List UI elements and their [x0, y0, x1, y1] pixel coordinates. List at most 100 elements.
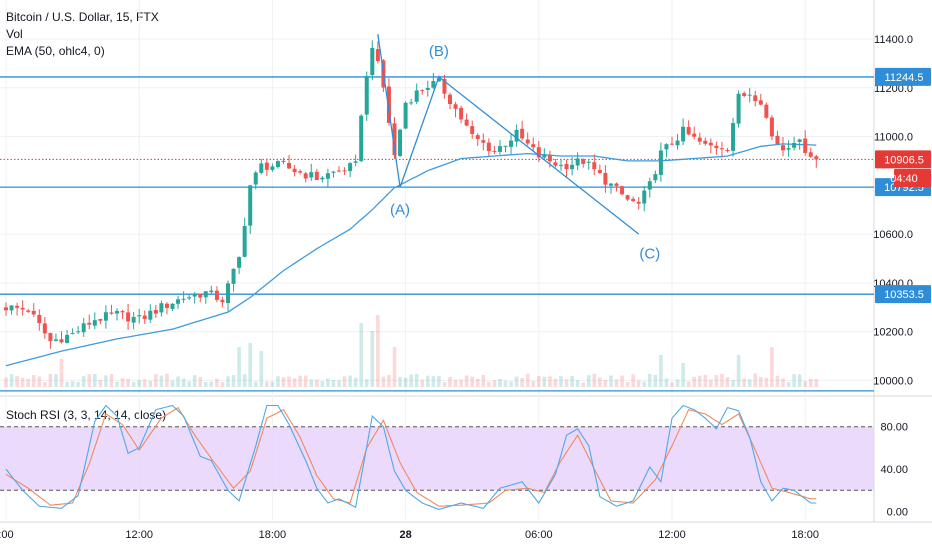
candle-body: [159, 303, 164, 313]
price-tick-label: 11400.0: [874, 34, 913, 46]
candle: [536, 140, 541, 162]
wave-label: (B): [429, 43, 449, 60]
candle-body: [192, 294, 197, 297]
candle-body: [620, 186, 625, 195]
candle-body: [386, 86, 391, 123]
candle-body: [309, 172, 314, 178]
abc-pattern-drawing[interactable]: (A) (B) (C): [377, 34, 660, 262]
candle: [192, 291, 197, 304]
candle: [564, 159, 569, 178]
volume-bar: [753, 373, 758, 387]
symbol-title[interactable]: Bitcoin / U.S. Dollar, 15, FTX: [6, 10, 159, 24]
volume-bar: [65, 381, 69, 387]
candles: [4, 40, 819, 349]
candle: [708, 138, 713, 154]
candle: [353, 154, 358, 167]
candle: [542, 148, 547, 160]
candle-body: [731, 123, 736, 151]
volume-bar: [670, 382, 674, 387]
candle: [98, 318, 103, 325]
volume-bar: [292, 378, 297, 387]
volume-bar: [392, 347, 397, 387]
candle-body: [703, 140, 708, 144]
candle-body: [153, 309, 158, 314]
candle: [248, 184, 253, 234]
candle-body: [31, 310, 36, 315]
candle: [242, 217, 247, 258]
candle: [475, 133, 480, 146]
candle: [131, 311, 136, 330]
horizontal-levels[interactable]: [0, 76, 874, 392]
candle-body: [614, 183, 619, 186]
candle-body: [509, 140, 514, 147]
volume-bar: [770, 347, 774, 387]
candle-body: [542, 155, 547, 158]
candle-body: [109, 312, 114, 314]
candle-body: [398, 129, 403, 156]
candle: [226, 280, 230, 312]
candle: [703, 137, 708, 146]
candle-body: [586, 161, 591, 163]
candle-body: [647, 181, 652, 190]
candle: [20, 300, 25, 316]
volume-bar: [376, 315, 380, 387]
candle-body: [547, 155, 552, 162]
candle-body: [470, 126, 475, 134]
candle: [198, 293, 203, 303]
candle-body: [503, 145, 508, 147]
volume-bar: [459, 379, 463, 387]
candle: [681, 118, 686, 146]
volume-bar: [592, 373, 597, 387]
candle: [486, 138, 491, 157]
candle-body: [475, 135, 480, 140]
candle: [87, 314, 92, 330]
candle-body: [314, 171, 319, 181]
candle-body: [714, 145, 719, 149]
candle: [442, 74, 447, 99]
candle: [509, 133, 514, 155]
volume-bar: [525, 373, 530, 387]
candle-body: [675, 140, 680, 146]
candle: [414, 83, 419, 105]
ema-indicator-label[interactable]: EMA (50, ohlc4, 0): [6, 44, 105, 58]
volume-bar: [703, 374, 708, 387]
ema-path: [5, 143, 817, 367]
volume-bar: [514, 376, 519, 387]
candle: [214, 286, 219, 303]
wave-label: (A): [390, 202, 410, 219]
volume-bar: [487, 381, 491, 387]
volume-indicator-label[interactable]: Vol: [6, 27, 23, 41]
candle: [631, 196, 636, 203]
candle-body: [653, 174, 658, 181]
candle-body: [170, 303, 175, 309]
candle-body: [553, 162, 558, 166]
candle-body: [303, 173, 308, 179]
volume-bar: [808, 378, 813, 387]
volume-bar: [31, 374, 36, 387]
candle-body: [642, 190, 647, 204]
volume-bar: [115, 381, 119, 387]
candle: [453, 101, 458, 118]
volume-bar: [720, 373, 724, 387]
candle: [65, 330, 70, 344]
volume-bar: [542, 376, 547, 387]
time-tick-label: 18:00: [259, 529, 287, 541]
candle: [481, 133, 486, 151]
candle: [292, 164, 297, 177]
candle: [126, 303, 131, 330]
stoch-rsi-label[interactable]: Stoch RSI (3, 3, 14, 14, close): [6, 408, 167, 422]
candle: [170, 303, 175, 311]
time-tick-label: 12:00: [125, 529, 153, 541]
candle: [53, 333, 58, 342]
volume-bar: [570, 375, 574, 387]
volume-bar: [775, 375, 780, 387]
volume-bar: [509, 381, 513, 387]
time-tick-label: 06:00: [525, 529, 553, 541]
candle: [59, 331, 64, 344]
candle: [642, 185, 647, 212]
volume-bar: [204, 382, 208, 387]
volume-bar: [797, 374, 802, 387]
candle-body: [198, 294, 203, 298]
candle-body: [658, 150, 663, 175]
